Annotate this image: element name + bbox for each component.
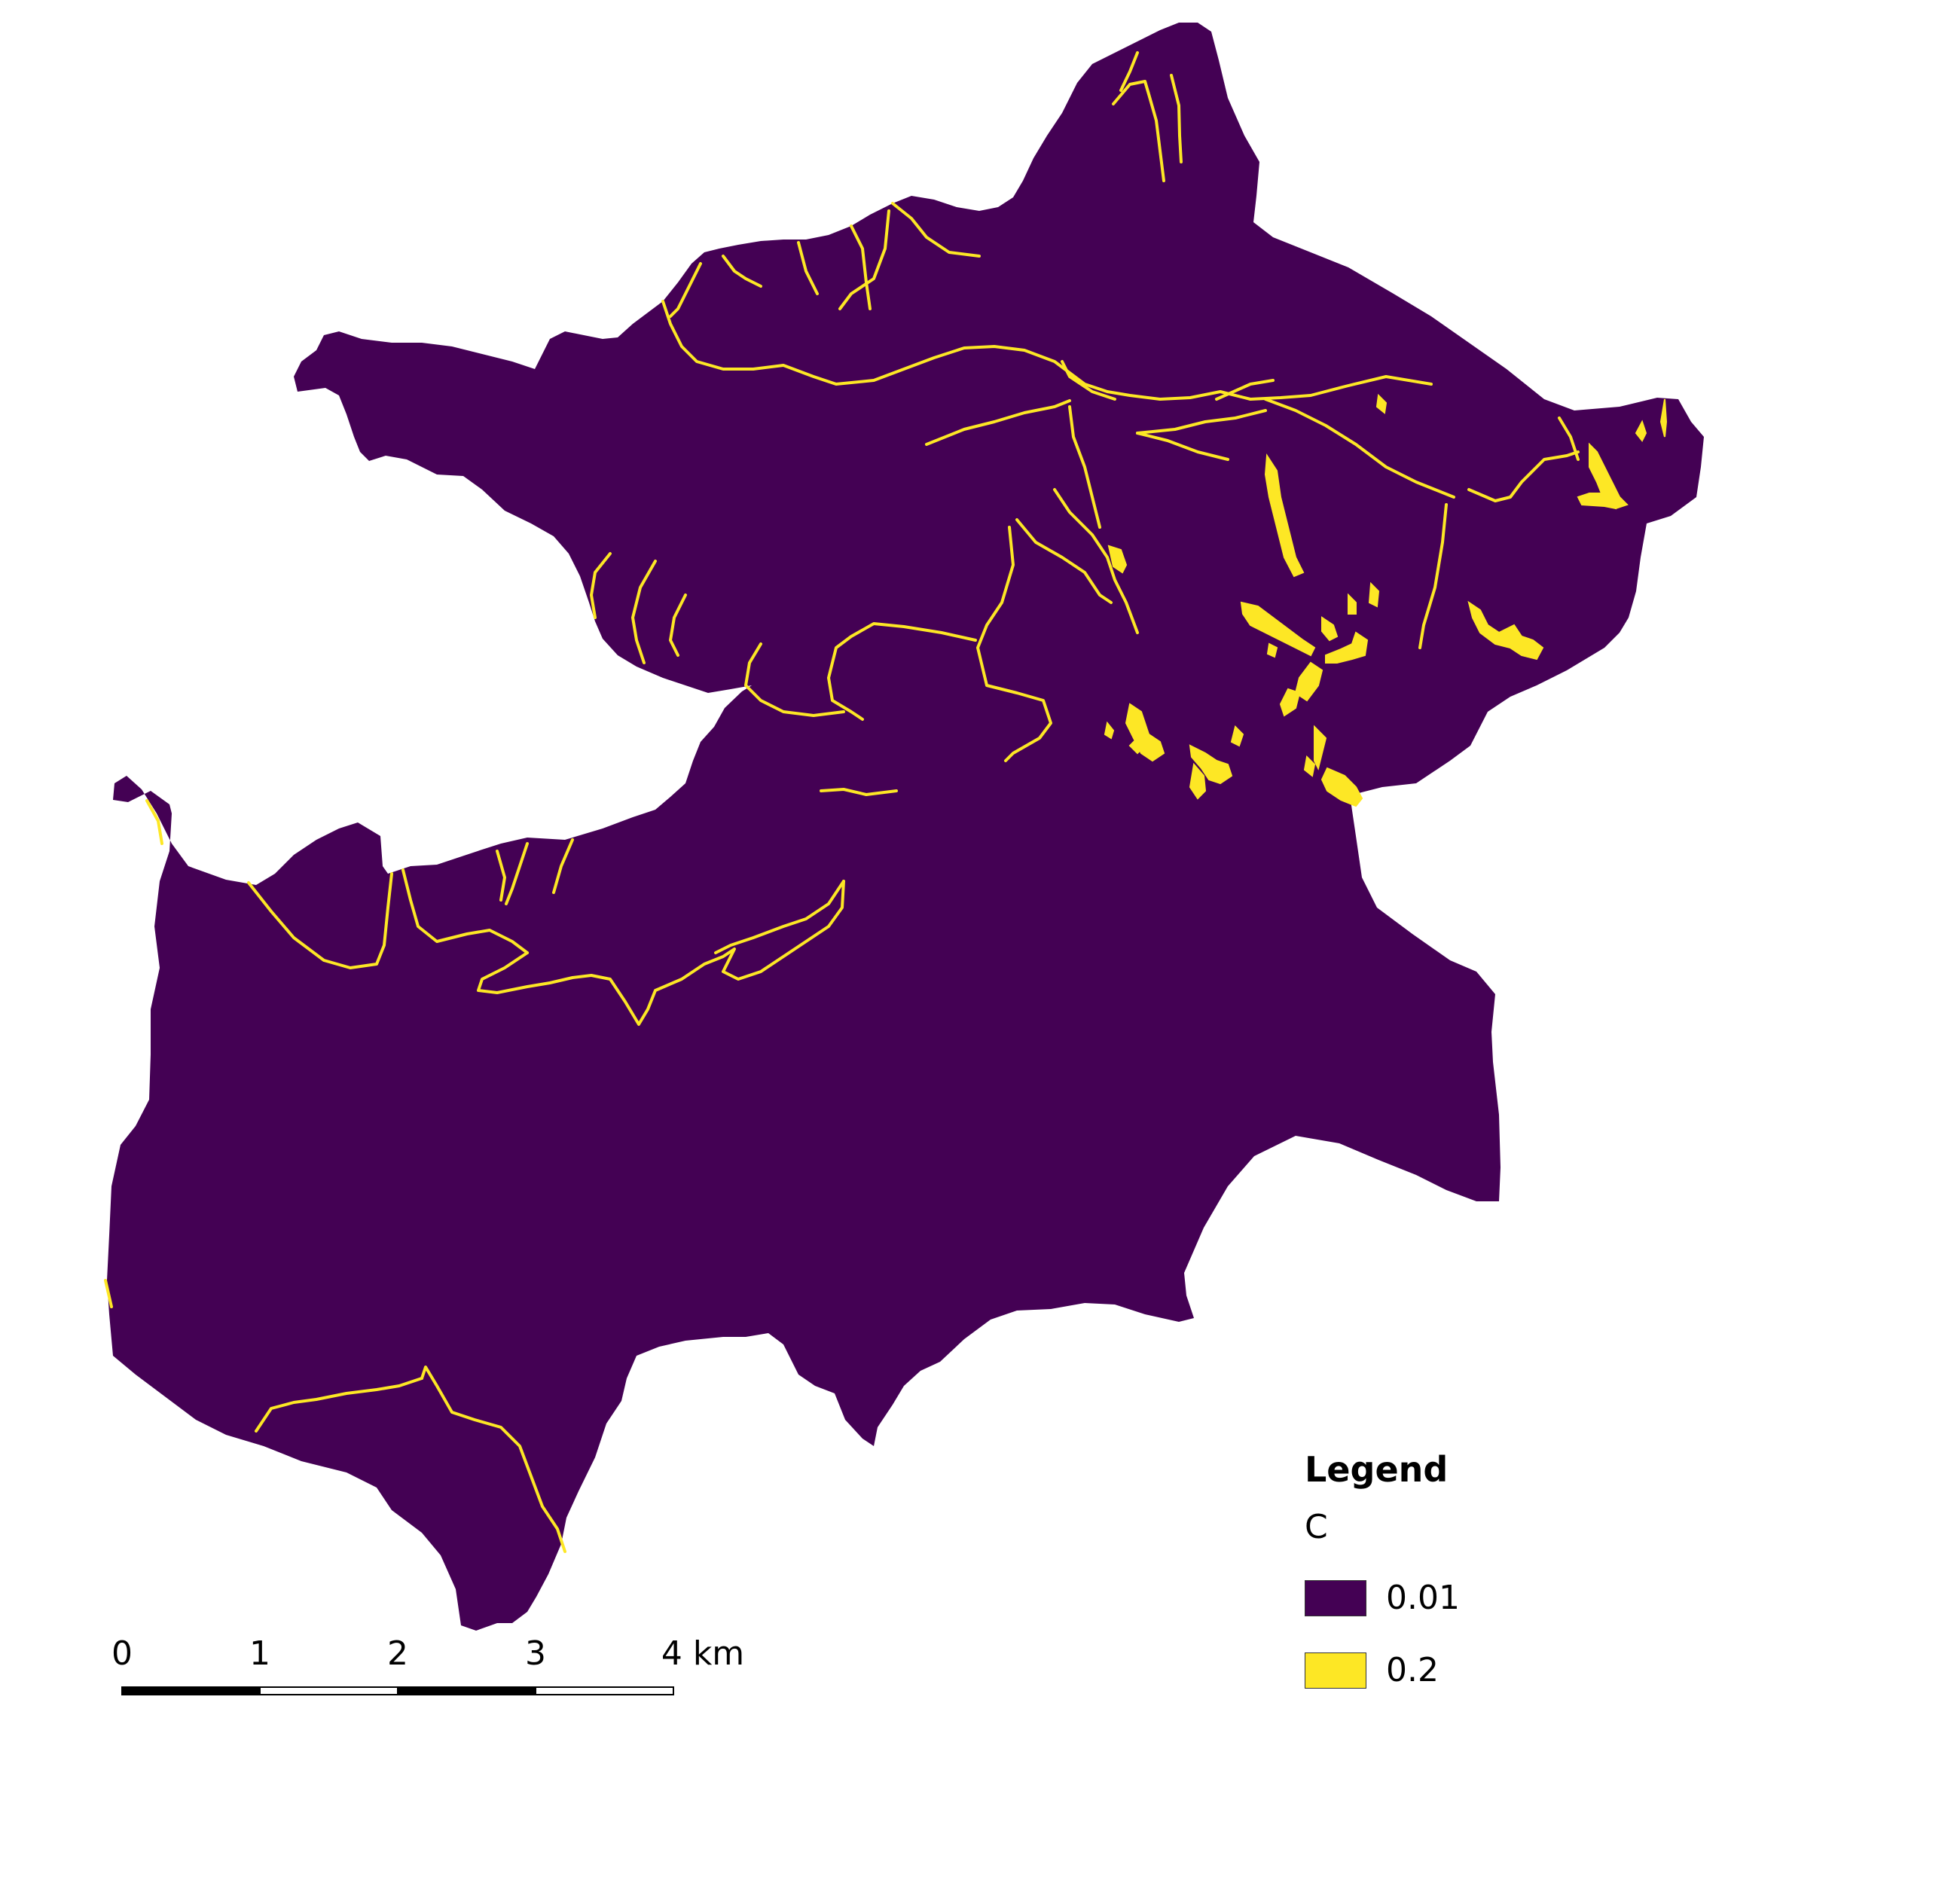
- legend-label: 0.2: [1386, 1651, 1439, 1689]
- scale-label-4: 4 km: [661, 1634, 745, 1673]
- legend-title: Legend: [1305, 1449, 1449, 1490]
- high-c-patches: [1104, 393, 1668, 807]
- legend-field-name: C: [1305, 1508, 1328, 1546]
- legend-item: 0.01: [1305, 1579, 1460, 1618]
- scale-label-3: 3: [525, 1634, 546, 1673]
- scalebar-bar: [121, 1686, 674, 1695]
- scale-label-0: 0: [111, 1634, 133, 1673]
- legend: Legend C 0.01 0.2: [1305, 1452, 1460, 1723]
- legend-item: 0.2: [1305, 1651, 1460, 1690]
- catchment-area: [107, 23, 1704, 1631]
- legend-swatch-0.01: [1305, 1580, 1366, 1616]
- scale-label-2: 2: [387, 1634, 408, 1673]
- channel-network: [104, 51, 1580, 1553]
- legend-swatch-0.2: [1305, 1652, 1366, 1689]
- legend-label: 0.01: [1386, 1579, 1460, 1617]
- scale-label-1: 1: [249, 1634, 270, 1673]
